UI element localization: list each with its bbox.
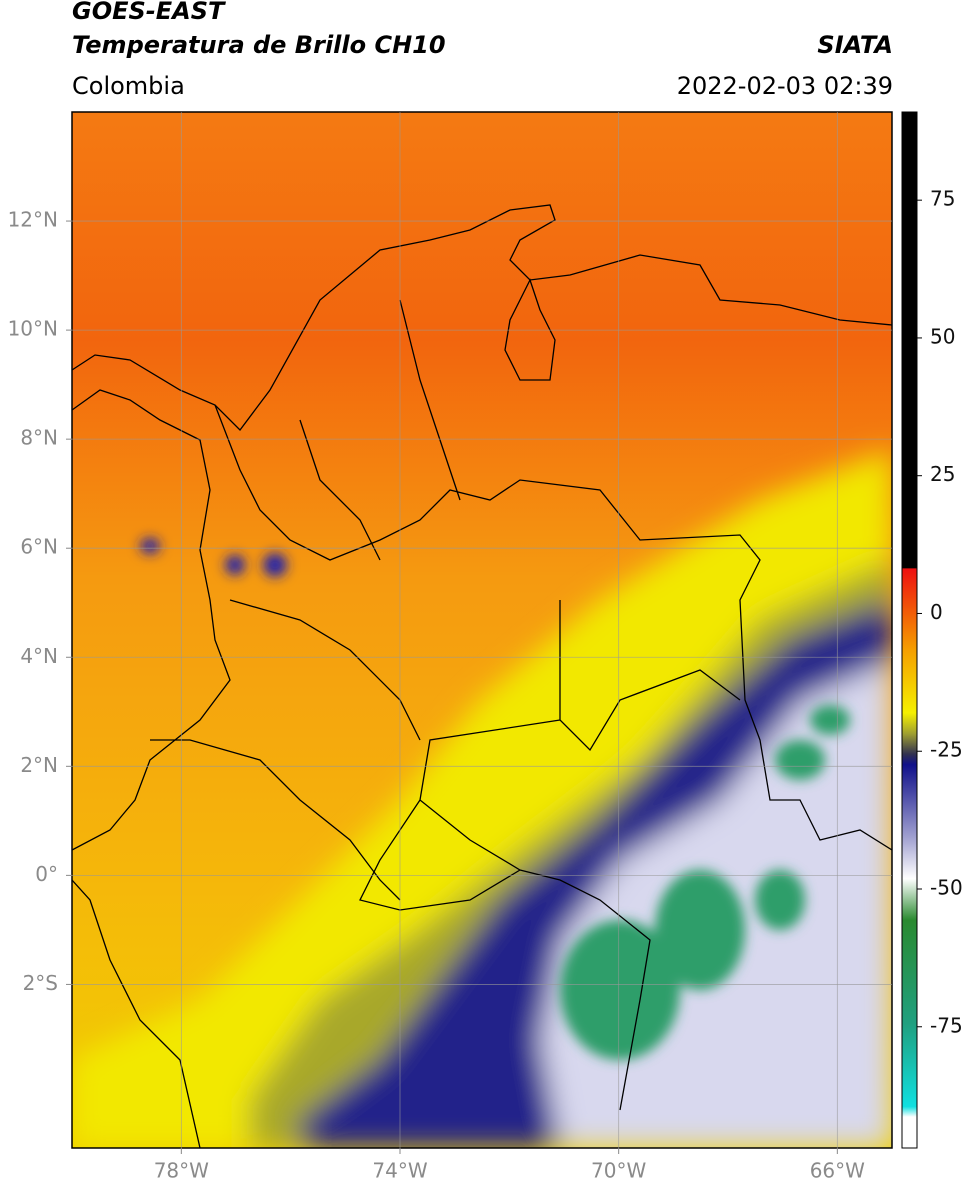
graticule — [72, 112, 892, 1148]
y-tick-label: 2°S — [23, 971, 58, 995]
region: Colombia — [72, 72, 185, 100]
colorbar-tick-label: 25 — [930, 462, 955, 486]
colorbar — [901, 111, 918, 1149]
colorbar-tick-label: -75 — [930, 1013, 963, 1037]
colorbar-tick-label: 0 — [930, 600, 943, 624]
imagery — [72, 112, 892, 1148]
timestamp: 2022-02-03 02:39 — [676, 72, 893, 100]
colorbar-tick-label: -25 — [930, 738, 963, 762]
x-tick-label: 70°W — [591, 1159, 646, 1183]
y-tick-label: 6°N — [20, 535, 58, 559]
x-tick-label: 66°W — [810, 1159, 865, 1183]
colorbar-tick-label: 50 — [930, 324, 955, 348]
y-tick-label: 0° — [35, 862, 58, 886]
coastlines — [72, 204, 892, 1148]
y-tick-label: 12°N — [8, 208, 58, 232]
x-tick-label: 78°W — [154, 1159, 209, 1183]
title: GOES-EAST — [72, 0, 225, 25]
y-tick-label: 2°N — [20, 753, 58, 777]
y-tick-label: 8°N — [20, 426, 58, 450]
y-tick-label: 10°N — [8, 317, 58, 341]
x-tick-label: 74°W — [372, 1159, 427, 1183]
axis-labels: 78°W 74°W 70°W 66°W 12°N 10°N 8°N 6°N 4°N 2°N 0° 2°… — [8, 208, 866, 1183]
y-tick-label: 4°N — [20, 644, 58, 668]
source: SIATA — [817, 31, 893, 59]
colorbar-ticks: 75 50 25 0 -25 -50 -75 — [917, 187, 963, 1037]
cold-tops — [140, 538, 850, 1060]
colorbar-tick-label: 75 — [930, 187, 955, 211]
subtitle: Temperatura de Brillo CH10 — [72, 31, 446, 59]
colorbar-tick-label: -50 — [930, 876, 963, 900]
map-frame — [71, 111, 893, 1149]
